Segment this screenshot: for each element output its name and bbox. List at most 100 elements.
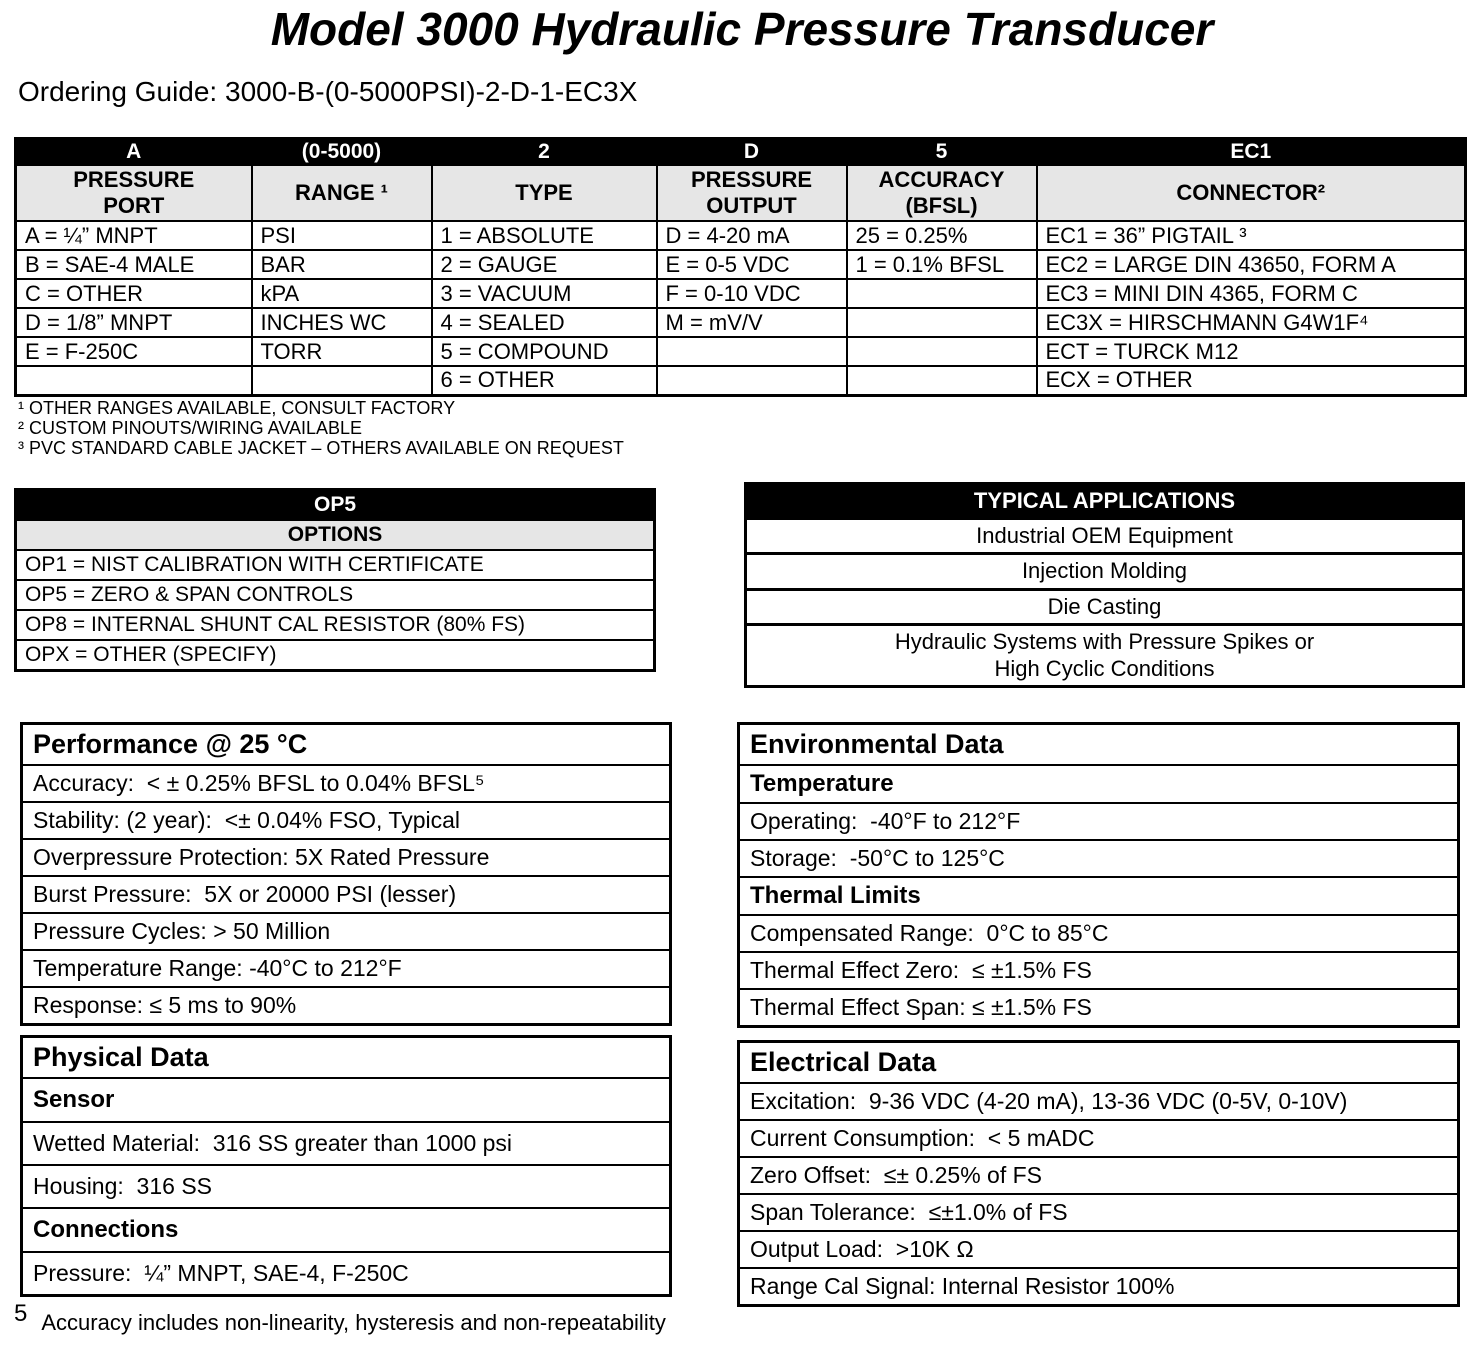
table-cell: M = mV/V <box>655 307 848 338</box>
table-cell: ECT = TURCK M12 <box>1035 336 1467 367</box>
table-cell: 25 = 0.25% <box>845 220 1038 251</box>
electrical-row: Current Consumption: < 5 mADC <box>740 1119 1457 1156</box>
physical-row: Pressure: ¼” MNPT, SAE-4, F-250C <box>23 1251 669 1294</box>
physical-table: Physical Data Sensor Wetted Material: 31… <box>20 1035 672 1297</box>
table-row: E = F-250C TORR 5 = COMPOUND ECT = TURCK… <box>14 336 1467 367</box>
column-header: TYPE <box>430 164 658 222</box>
electrical-row: Span Tolerance: ≤±1.0% of FS <box>740 1193 1457 1230</box>
table-cell: D = 4-20 mA <box>655 220 848 251</box>
page-title: Model 3000 Hydraulic Pressure Transducer <box>270 3 1214 55</box>
table-cell: 5 = COMPOUND <box>430 336 658 367</box>
column-header: PRESSURE PORT <box>14 164 253 222</box>
physical-subheader: Sensor <box>23 1077 669 1121</box>
table-cell: TORR <box>250 336 433 367</box>
environmental-title: Environmental Data <box>750 729 1004 759</box>
performance-row: Pressure Cycles: > 50 Million <box>23 912 669 949</box>
table-cell: kPA <box>250 278 433 309</box>
table-row: D = 1/8” MNPT INCHES WC 4 = SEALED M = m… <box>14 307 1467 338</box>
ordering-guide: Ordering Guide: 3000-B-(0-5000PSI)-2-D-1… <box>18 76 638 107</box>
code-cell: 5 <box>845 137 1038 166</box>
options-row: OP8 = INTERNAL SHUNT CAL RESISTOR (80% F… <box>17 609 653 639</box>
table-cell: 3 = VACUUM <box>430 278 658 309</box>
column-header: PRESSURE OUTPUT <box>655 164 848 222</box>
table-cell: C = OTHER <box>14 278 253 309</box>
performance-row: Stability: (2 year): <± 0.04% FSO, Typic… <box>23 801 669 838</box>
table-row: C = OTHER kPA 3 = VACUUM F = 0-10 VDC EC… <box>14 278 1467 309</box>
table-cell: D = 1/8” MNPT <box>14 307 253 338</box>
table-cell: 4 = SEALED <box>430 307 658 338</box>
applications-row: Hydraulic Systems with Pressure Spikes o… <box>747 623 1462 685</box>
footnote-3: ³ PVC STANDARD CABLE JACKET – OTHERS AVA… <box>18 438 624 458</box>
electrical-row: Output Load: >10K Ω <box>740 1230 1457 1267</box>
footnote-5: 5 Accuracy includes non-linearity, hyster… <box>14 1300 666 1336</box>
environmental-row: Storage: -50°C to 125°C <box>740 839 1457 876</box>
table-cell: 6 = OTHER <box>430 365 658 396</box>
code-cell: A <box>14 137 253 166</box>
table-cell: PSI <box>250 220 433 251</box>
table-cell: A = ¼” MNPT <box>14 220 253 251</box>
physical-row: Housing: 316 SS <box>23 1164 669 1207</box>
table-cell: E = F-250C <box>14 336 253 367</box>
table-cell <box>845 307 1038 338</box>
table-cell: F = 0-10 VDC <box>655 278 848 309</box>
table-cell <box>250 365 433 396</box>
options-row: OP1 = NIST CALIBRATION WITH CERTIFICATE <box>17 549 653 579</box>
table-row: B = SAE-4 MALE BAR 2 = GAUGE E = 0-5 VDC… <box>14 249 1467 280</box>
options-row: OP5 = ZERO & SPAN CONTROLS <box>17 579 653 609</box>
table-cell <box>845 365 1038 396</box>
applications-row: Injection Molding <box>747 552 1462 587</box>
electrical-row: Zero Offset: ≤± 0.25% of FS <box>740 1156 1457 1193</box>
table-cell: INCHES WC <box>250 307 433 338</box>
options-header: OPTIONS <box>17 519 653 549</box>
table-cell <box>845 278 1038 309</box>
electrical-table: Electrical Data Excitation: 9-36 VDC (4-… <box>737 1040 1460 1307</box>
ordering-header-row: PRESSURE PORT RANGE ¹ TYPE PRESSURE OUTP… <box>14 164 1467 222</box>
table-cell <box>655 336 848 367</box>
ordering-table: A (0-5000) 2 D 5 EC1 PRESSURE PORT RANGE… <box>14 137 1467 397</box>
table-cell: EC2 = LARGE DIN 43650, FORM A <box>1035 249 1467 280</box>
performance-row: Temperature Range: -40°C to 212°F <box>23 949 669 986</box>
table-cell: 2 = GAUGE <box>430 249 658 280</box>
code-cell: D <box>655 137 848 166</box>
performance-table: Performance @ 25 °C Accuracy: < ± 0.25% … <box>20 722 672 1026</box>
options-code: OP5 <box>17 491 653 519</box>
footnote-2: ² CUSTOM PINOUTS/WIRING AVAILABLE <box>18 418 363 438</box>
options-row: OPX = OTHER (SPECIFY) <box>17 639 653 669</box>
environmental-row: Thermal Effect Zero: ≤ ±1.5% FS <box>740 951 1457 988</box>
performance-row: Overpressure Protection: 5X Rated Pressu… <box>23 838 669 875</box>
physical-subheader: Connections <box>23 1207 669 1251</box>
table-cell: BAR <box>250 249 433 280</box>
table-cell <box>845 336 1038 367</box>
table-cell: EC3 = MINI DIN 4365, FORM C <box>1035 278 1467 309</box>
footnote-5-marker: 5 <box>14 1300 28 1327</box>
environmental-table: Environmental Data Temperature Operating… <box>737 722 1460 1028</box>
column-header: RANGE ¹ <box>250 164 433 222</box>
table-footnotes: ¹ OTHER RANGES AVAILABLE, CONSULT FACTOR… <box>18 398 624 458</box>
table-cell <box>655 365 848 396</box>
environmental-row: Thermal Effect Span: ≤ ±1.5% FS <box>740 988 1457 1025</box>
footnote-1: ¹ OTHER RANGES AVAILABLE, CONSULT FACTOR… <box>18 398 456 418</box>
performance-row: Response: ≤ 5 ms to 90% <box>23 986 669 1023</box>
table-cell: ECX = OTHER <box>1035 365 1467 396</box>
column-header: CONNECTOR² <box>1035 164 1467 222</box>
table-row: A = ¼” MNPT PSI 1 = ABSOLUTE D = 4-20 mA… <box>14 220 1467 251</box>
applications-row: Industrial OEM Equipment <box>747 517 1462 552</box>
table-cell <box>14 365 253 396</box>
electrical-row: Excitation: 9-36 VDC (4-20 mA), 13-36 VD… <box>740 1082 1457 1119</box>
code-cell: (0-5000) <box>250 137 433 166</box>
options-table: OP5 OPTIONS OP1 = NIST CALIBRATION WITH … <box>14 488 656 672</box>
environmental-row: Compensated Range: 0°C to 85°C <box>740 914 1457 951</box>
physical-row: Wetted Material: 316 SS greater than 100… <box>23 1121 669 1164</box>
performance-title: Performance @ 25 °C <box>33 729 308 759</box>
performance-row: Accuracy: < ± 0.25% BFSL to 0.04% BFSL⁵ <box>23 764 669 801</box>
applications-row: Die Casting <box>747 587 1462 623</box>
applications-header: TYPICAL APPLICATIONS <box>747 485 1462 517</box>
table-cell: EC3X = HIRSCHMANN G4W1F⁴ <box>1035 307 1467 338</box>
column-header: ACCURACY (BFSL) <box>845 164 1038 222</box>
electrical-title: Electrical Data <box>750 1047 937 1077</box>
electrical-row: Range Cal Signal: Internal Resistor 100% <box>740 1267 1457 1304</box>
code-cell: EC1 <box>1035 137 1467 166</box>
ordering-code-row: A (0-5000) 2 D 5 EC1 <box>14 137 1467 166</box>
table-cell: 1 = ABSOLUTE <box>430 220 658 251</box>
table-cell: B = SAE-4 MALE <box>14 249 253 280</box>
